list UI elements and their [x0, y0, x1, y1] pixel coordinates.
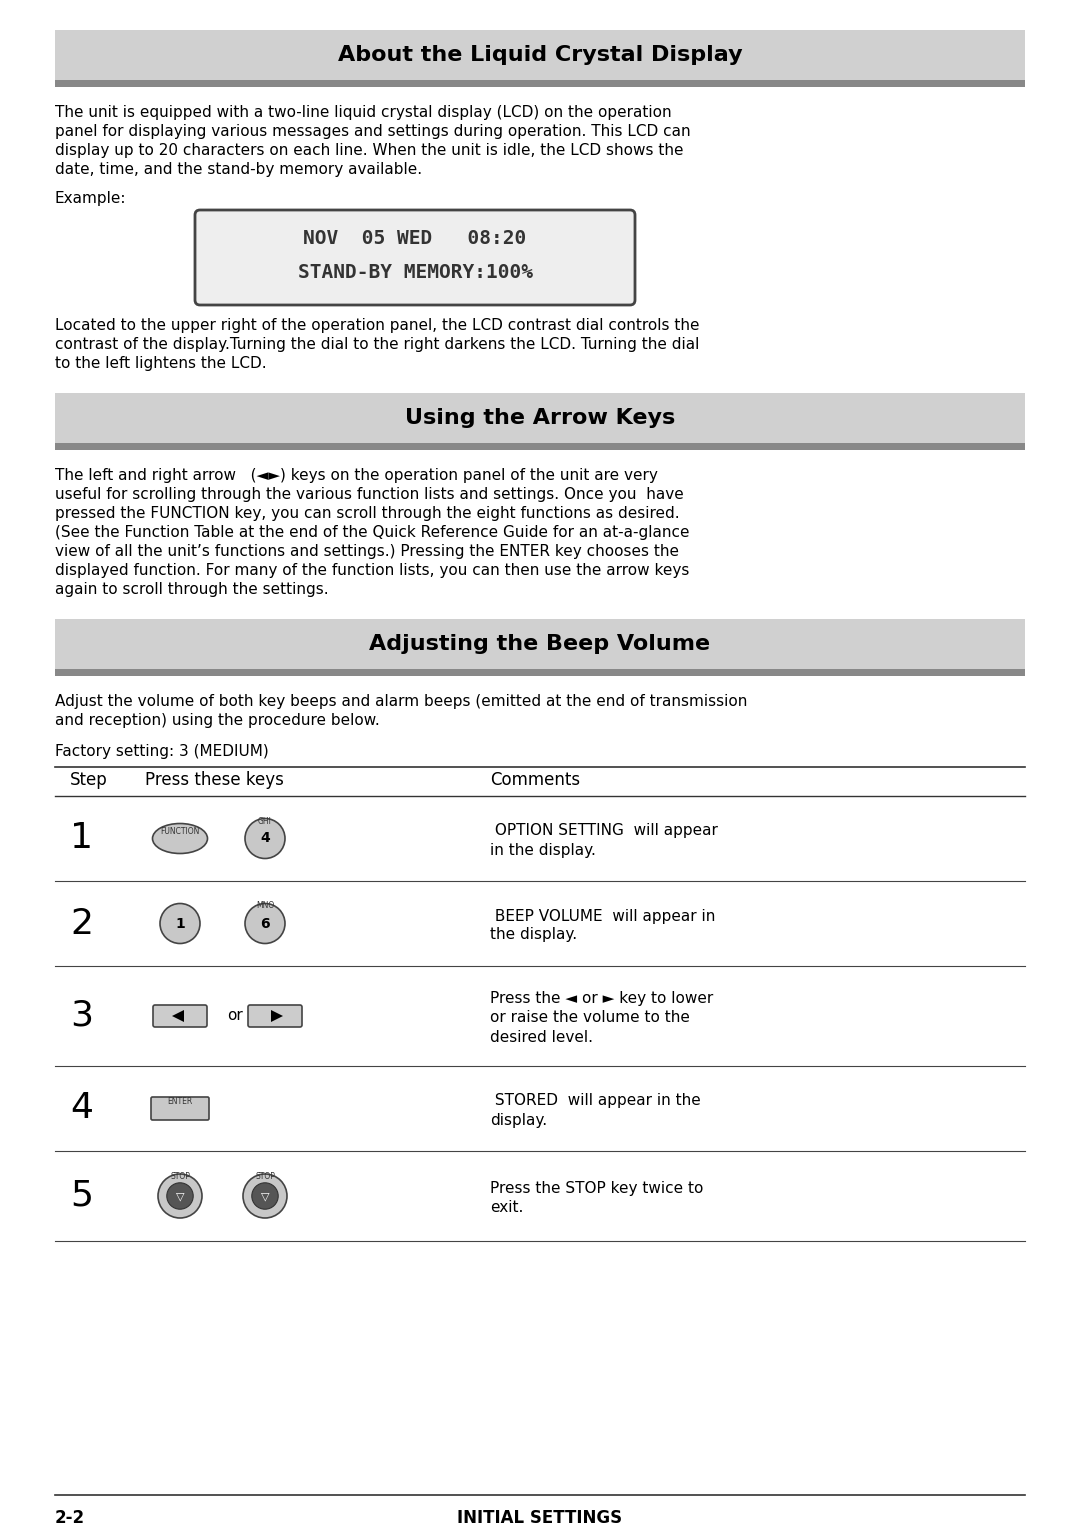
Text: INITIAL SETTINGS: INITIAL SETTINGS: [458, 1509, 622, 1527]
Text: 2-2: 2-2: [55, 1509, 85, 1527]
Text: STOP: STOP: [255, 1173, 275, 1180]
Text: again to scroll through the settings.: again to scroll through the settings.: [55, 583, 328, 596]
Circle shape: [166, 1183, 193, 1209]
Text: About the Liquid Crystal Display: About the Liquid Crystal Display: [338, 44, 742, 66]
Circle shape: [252, 1183, 279, 1209]
Text: desired level.: desired level.: [490, 1029, 593, 1044]
Text: 5: 5: [70, 1179, 93, 1212]
Text: 2: 2: [70, 907, 93, 940]
Text: view of all the unit’s functions and settings.) Pressing the ENTER key chooses t: view of all the unit’s functions and set…: [55, 544, 679, 560]
Text: STAND-BY MEMORY:100%: STAND-BY MEMORY:100%: [297, 263, 532, 281]
Text: display up to 20 characters on each line. When the unit is idle, the LCD shows t: display up to 20 characters on each line…: [55, 144, 684, 157]
Text: Factory setting: 3 (MEDIUM): Factory setting: 3 (MEDIUM): [55, 745, 269, 758]
Text: the display.: the display.: [490, 928, 577, 942]
Bar: [55, 393, 1025, 443]
Bar: [55, 80, 1025, 87]
Text: ▽: ▽: [176, 1191, 185, 1200]
Text: Adjusting the Beep Volume: Adjusting the Beep Volume: [369, 635, 711, 654]
Circle shape: [245, 904, 285, 943]
Text: 4: 4: [260, 832, 270, 846]
Text: The unit is equipped with a two-line liquid crystal display (LCD) on the operati: The unit is equipped with a two-line liq…: [55, 106, 672, 119]
Polygon shape: [172, 1011, 184, 1021]
Text: ▽: ▽: [260, 1191, 269, 1200]
Text: Example:: Example:: [55, 191, 126, 206]
Bar: [55, 31, 1025, 80]
Circle shape: [245, 818, 285, 858]
Polygon shape: [271, 1011, 283, 1021]
Text: (See the Function Table at the end of the Quick Reference Guide for an at-a-glan: (See the Function Table at the end of th…: [55, 524, 689, 540]
Circle shape: [158, 1174, 202, 1219]
Text: 4: 4: [70, 1092, 93, 1125]
Text: date, time, and the stand-by memory available.: date, time, and the stand-by memory avai…: [55, 162, 422, 177]
Text: GHI: GHI: [258, 816, 272, 826]
FancyBboxPatch shape: [195, 209, 635, 304]
FancyBboxPatch shape: [153, 1005, 207, 1027]
Text: contrast of the display.Turning the dial to the right darkens the LCD. Turning t: contrast of the display.Turning the dial…: [55, 336, 700, 352]
Text: Press these keys: Press these keys: [145, 771, 284, 789]
Text: STORED  will appear in the: STORED will appear in the: [490, 1093, 701, 1109]
Text: 6: 6: [260, 916, 270, 931]
Text: or raise the volume to the: or raise the volume to the: [490, 1011, 690, 1026]
Circle shape: [243, 1174, 287, 1219]
Text: FUNCTION: FUNCTION: [160, 827, 200, 836]
Text: panel for displaying various messages and settings during operation. This LCD ca: panel for displaying various messages an…: [55, 124, 690, 139]
Text: to the left lightens the LCD.: to the left lightens the LCD.: [55, 356, 267, 372]
Text: Located to the upper right of the operation panel, the LCD contrast dial control: Located to the upper right of the operat…: [55, 318, 700, 333]
Bar: [55, 670, 1025, 676]
Text: exit.: exit.: [490, 1200, 524, 1216]
Text: display.: display.: [490, 1113, 548, 1127]
Text: useful for scrolling through the various function lists and settings. Once you  : useful for scrolling through the various…: [55, 488, 684, 502]
Text: MNO: MNO: [256, 902, 274, 910]
Text: displayed function. For many of the function lists, you can then use the arrow k: displayed function. For many of the func…: [55, 563, 689, 578]
Text: NOV  05 WED   08:20: NOV 05 WED 08:20: [303, 229, 527, 248]
Text: BEEP VOLUME  will appear in: BEEP VOLUME will appear in: [490, 908, 715, 924]
Text: OPTION SETTING  will appear: OPTION SETTING will appear: [490, 824, 718, 838]
Text: 1: 1: [175, 916, 185, 931]
Text: and reception) using the procedure below.: and reception) using the procedure below…: [55, 713, 380, 728]
Text: Adjust the volume of both key beeps and alarm beeps (emitted at the end of trans: Adjust the volume of both key beeps and …: [55, 694, 747, 709]
Text: Press the ◄ or ► key to lower: Press the ◄ or ► key to lower: [490, 991, 713, 1006]
Text: Using the Arrow Keys: Using the Arrow Keys: [405, 408, 675, 428]
Text: pressed the FUNCTION key, you can scroll through the eight functions as desired.: pressed the FUNCTION key, you can scroll…: [55, 506, 679, 521]
Text: 1: 1: [70, 821, 93, 856]
Text: or: or: [227, 1009, 243, 1023]
Text: The left and right arrow   (◄►) keys on the operation panel of the unit are very: The left and right arrow (◄►) keys on th…: [55, 468, 658, 483]
FancyBboxPatch shape: [248, 1005, 302, 1027]
Ellipse shape: [152, 824, 207, 853]
Circle shape: [160, 904, 200, 943]
Bar: [55, 619, 1025, 670]
Text: ENTER: ENTER: [167, 1096, 192, 1105]
FancyBboxPatch shape: [151, 1096, 210, 1121]
Text: 3: 3: [70, 998, 93, 1034]
Text: in the display.: in the display.: [490, 842, 596, 858]
Text: Step: Step: [70, 771, 108, 789]
Bar: [55, 443, 1025, 450]
Text: Comments: Comments: [490, 771, 580, 789]
Text: Press the STOP key twice to: Press the STOP key twice to: [490, 1180, 703, 1196]
Text: STOP: STOP: [170, 1173, 190, 1180]
